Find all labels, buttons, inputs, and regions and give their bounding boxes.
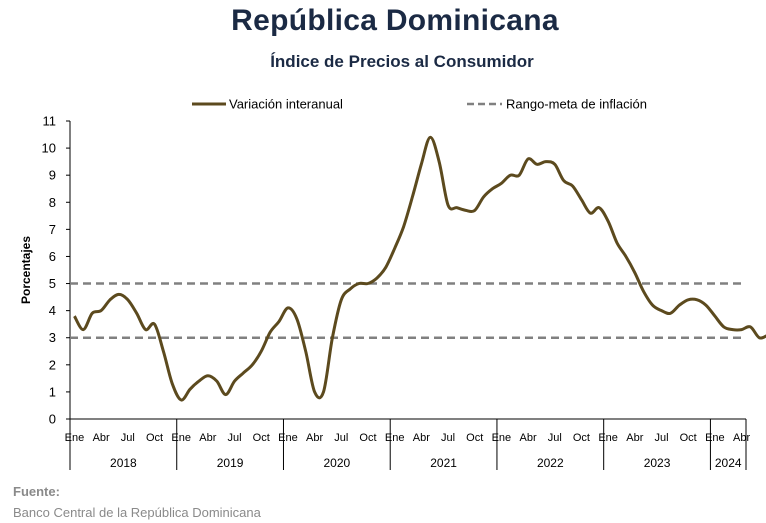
- source-heading: Fuente:: [13, 484, 60, 499]
- y-tick-label: 4: [49, 303, 56, 318]
- x-tick-label: Oct: [253, 432, 270, 444]
- year-label: 2022: [537, 456, 564, 470]
- x-tick-label: Abr: [626, 432, 643, 444]
- year-label: 2024: [715, 456, 742, 470]
- x-tick-label: Jul: [441, 432, 455, 444]
- x-tick-label: Oct: [146, 432, 163, 444]
- x-tick-label: Oct: [680, 432, 697, 444]
- y-tick-label: 0: [49, 412, 56, 427]
- legend-label-variacion: Variación interanual: [229, 97, 343, 112]
- year-label: 2018: [110, 456, 137, 470]
- x-tick-label: Jul: [654, 432, 668, 444]
- y-tick-label: 9: [49, 168, 56, 183]
- x-tick-label: Ene: [278, 432, 298, 444]
- y-tick-label: 2: [49, 357, 56, 372]
- x-tick-label: Abr: [413, 432, 430, 444]
- x-tick-label: Oct: [573, 432, 590, 444]
- chart-subtitle: Índice de Precios al Consumidor: [270, 52, 534, 71]
- x-tick-label: Ene: [385, 432, 405, 444]
- x-tick-label: Oct: [466, 432, 483, 444]
- year-label: 2021: [430, 456, 457, 470]
- y-tick-label: 11: [43, 114, 57, 129]
- year-label: 2019: [217, 456, 244, 470]
- x-tick-label: Abr: [306, 432, 323, 444]
- x-tick-label: Ene: [705, 432, 725, 444]
- y-tick-label: 8: [49, 195, 56, 210]
- x-tick-label: Jul: [228, 432, 242, 444]
- x-tick-label: Jul: [548, 432, 562, 444]
- y-axis-label: Porcentajes: [19, 236, 33, 304]
- x-tick-label: Abr: [733, 432, 750, 444]
- x-tick-label: Jul: [334, 432, 348, 444]
- y-tick-label: 1: [49, 384, 56, 399]
- year-label: 2020: [323, 456, 350, 470]
- x-tick-label: Ene: [598, 432, 618, 444]
- x-tick-label: Abr: [520, 432, 537, 444]
- x-tick-label: Oct: [359, 432, 376, 444]
- x-tick-label: Jul: [121, 432, 135, 444]
- x-tick-label: Abr: [93, 432, 110, 444]
- source-text: Banco Central de la República Dominicana: [13, 505, 261, 520]
- legend-label-rango-meta: Rango-meta de inflación: [506, 97, 647, 112]
- y-tick-label: 3: [49, 330, 56, 345]
- y-tick-label: 5: [49, 276, 56, 291]
- y-tick-label: 10: [42, 141, 56, 156]
- series-line-variacion-interanual: [73, 135, 766, 402]
- year-label: 2023: [644, 456, 671, 470]
- x-tick-label: Abr: [199, 432, 216, 444]
- chart-title: República Dominicana: [231, 4, 559, 37]
- x-tick-label: Ene: [492, 432, 512, 444]
- y-tick-label: 6: [49, 249, 56, 264]
- y-tick-label: 7: [49, 222, 56, 237]
- x-tick-label: Ene: [171, 432, 191, 444]
- x-tick-label: Ene: [65, 432, 85, 444]
